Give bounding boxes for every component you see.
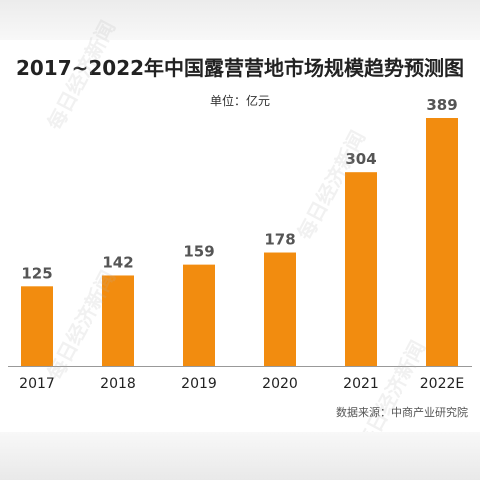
unit-label: 单位：亿元 — [209, 94, 270, 108]
top-band — [0, 0, 480, 40]
x-tick-label-2022E: 2022E — [420, 376, 464, 392]
value-label-2020: 178 — [264, 231, 295, 249]
value-label-2019: 159 — [183, 243, 214, 261]
bar-2021 — [345, 172, 377, 366]
bar-2022E — [426, 118, 458, 366]
x-tick-label-2021: 2021 — [343, 376, 379, 392]
x-tick-label-2018: 2018 — [100, 376, 136, 392]
bar-2019 — [183, 264, 215, 366]
bar-2017 — [21, 286, 53, 366]
x-tick-label-2020: 2020 — [262, 376, 298, 392]
source-note: 数据来源：中商产业研究院 — [336, 406, 468, 419]
value-label-2017: 125 — [21, 264, 52, 282]
x-tick-label-2019: 2019 — [181, 376, 217, 392]
bottom-band — [0, 432, 480, 480]
value-label-2018: 142 — [102, 253, 133, 271]
x-tick-label-2017: 2017 — [19, 376, 55, 392]
value-label-2022E: 389 — [426, 96, 457, 114]
chart-title: 2017~2022年中国露营营地市场规模趋势预测图 — [15, 56, 465, 80]
bar-2018 — [102, 275, 134, 366]
bar-2020 — [264, 252, 296, 366]
value-label-2021: 304 — [345, 150, 376, 168]
